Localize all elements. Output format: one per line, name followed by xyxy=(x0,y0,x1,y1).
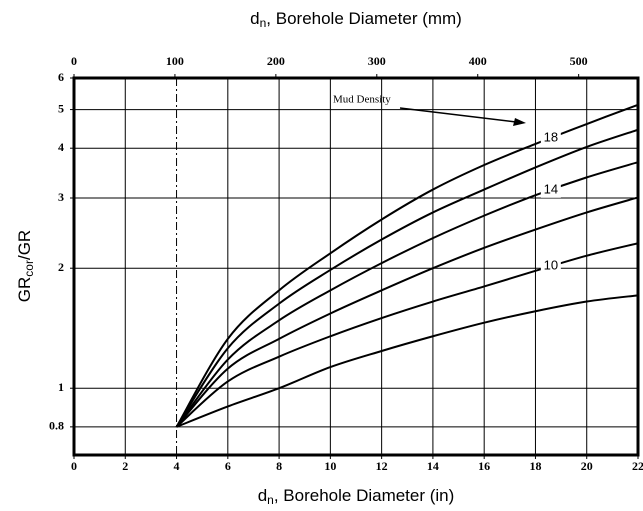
x2-title-symbol: d xyxy=(250,9,259,28)
x-tick-label: 18 xyxy=(529,459,541,473)
x2-tick-label: 300 xyxy=(368,54,386,68)
x-title-subscript: n xyxy=(267,493,274,507)
x2-tick-label: 500 xyxy=(570,54,588,68)
curve-label-bg xyxy=(540,258,561,275)
line-series xyxy=(175,161,639,428)
line-series xyxy=(175,196,639,428)
x-tick-label: 2 xyxy=(122,459,128,473)
y-tick-label: 3 xyxy=(58,190,64,204)
x2-title-text: , Borehole Diameter (mm) xyxy=(266,9,462,28)
y-tick-label: 5 xyxy=(58,101,64,115)
annotation-arrowhead xyxy=(513,118,526,126)
x2-axis-title: dn, Borehole Diameter (mm) xyxy=(250,9,462,30)
annotation-arrow xyxy=(399,107,517,123)
curve-label: 14 xyxy=(544,181,558,196)
y-tick-label: 2 xyxy=(58,260,64,274)
y-title-subscript: cor xyxy=(22,260,36,277)
y-tick-label: 1 xyxy=(58,380,64,394)
x-tick-label: 14 xyxy=(427,459,439,473)
y-axis-title: GRcor/GR xyxy=(15,230,36,302)
x2-title-subscript: n xyxy=(260,16,267,30)
x2-tick-label: 100 xyxy=(166,54,184,68)
x-axis-title: dn, Borehole Diameter (in) xyxy=(258,486,455,507)
curve-label: 18 xyxy=(544,129,558,144)
y-tick-label: 4 xyxy=(58,140,64,154)
curve-label-bg xyxy=(540,129,561,146)
x2-tick-label: 200 xyxy=(267,54,285,68)
y-tick-label: 6 xyxy=(58,70,64,84)
x-tick-label: 20 xyxy=(581,459,593,473)
x-tick-label: 10 xyxy=(324,459,336,473)
y-tick-label: 0.8 xyxy=(49,419,64,433)
y-title-text: /GR xyxy=(15,230,34,260)
x-tick-label: 22 xyxy=(632,459,643,473)
y-title-symbol: GR xyxy=(15,277,34,303)
x-title-text: , Borehole Diameter (in) xyxy=(274,486,454,505)
x-tick-label: 12 xyxy=(376,459,388,473)
line-series xyxy=(176,294,639,428)
curve-label: 10 xyxy=(544,258,558,273)
annotation: Mud Density xyxy=(333,94,391,106)
x-tick-label: 4 xyxy=(174,459,180,473)
plot-frame xyxy=(72,76,640,457)
x-tick-label: 16 xyxy=(478,459,490,473)
x-tick-label: 6 xyxy=(225,459,231,473)
line-series xyxy=(175,128,639,428)
x-title-symbol: d xyxy=(258,486,267,505)
x-tick-label: 0 xyxy=(71,459,77,473)
x2-tick-label: 400 xyxy=(469,54,487,68)
x-tick-label: 8 xyxy=(276,459,282,473)
x2-tick-label: 0 xyxy=(71,54,77,68)
curve-label-bg xyxy=(540,181,561,198)
